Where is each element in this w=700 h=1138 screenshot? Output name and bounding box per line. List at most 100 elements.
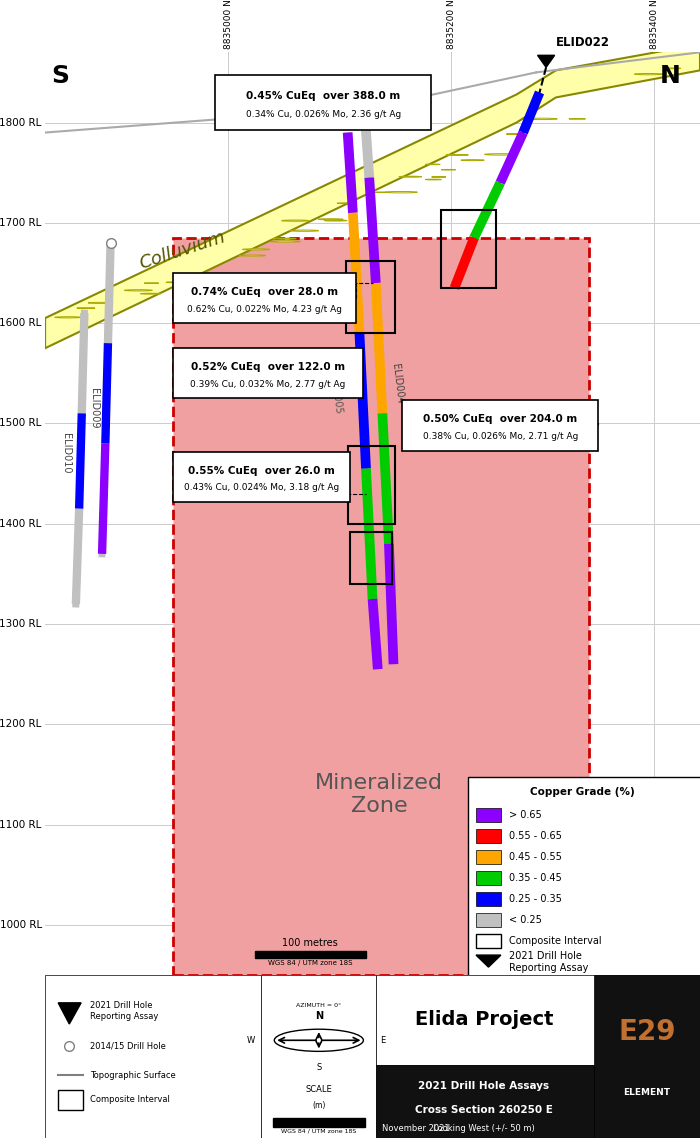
Text: S: S: [52, 65, 69, 89]
Ellipse shape: [385, 191, 417, 193]
Bar: [476, 808, 501, 822]
Text: 0.39% Cu, 0.032% Mo, 2.77 g/t Ag: 0.39% Cu, 0.032% Mo, 2.77 g/t Ag: [190, 380, 345, 389]
Text: 0.74% CuEq  over 28.0 m: 0.74% CuEq over 28.0 m: [191, 287, 338, 297]
Text: N: N: [315, 1011, 323, 1021]
Bar: [58, 1090, 83, 1110]
Text: 0.38% Cu, 0.026% Mo, 2.71 g/t Ag: 0.38% Cu, 0.026% Mo, 2.71 g/t Ag: [423, 432, 578, 442]
Polygon shape: [476, 955, 501, 967]
Bar: [476, 913, 501, 927]
Bar: [261, 975, 376, 1138]
Text: Copper Grade (%): Copper Grade (%): [531, 786, 635, 797]
Text: 100 metres: 100 metres: [283, 938, 338, 948]
Bar: [349, 445, 396, 523]
Text: Composite Interval: Composite Interval: [90, 1095, 169, 1104]
Text: Topographic Surface: Topographic Surface: [90, 1071, 176, 1080]
Text: 0.34% Cu, 0.026% Mo, 2.36 g/t Ag: 0.34% Cu, 0.026% Mo, 2.36 g/t Ag: [246, 110, 401, 119]
Text: 0.50% CuEq  over 204.0 m: 0.50% CuEq over 204.0 m: [423, 414, 578, 424]
Text: SCALE: SCALE: [305, 1085, 332, 1094]
Text: 1400 RL: 1400 RL: [0, 519, 42, 529]
Text: Mineralized
Zone: Mineralized Zone: [315, 773, 443, 816]
Bar: [441, 209, 496, 288]
Ellipse shape: [239, 255, 265, 256]
Text: Composite Interval: Composite Interval: [509, 937, 601, 946]
Bar: [476, 892, 501, 906]
Text: WGS 84 / UTM zone 18S: WGS 84 / UTM zone 18S: [268, 960, 353, 966]
FancyBboxPatch shape: [173, 348, 363, 398]
Text: AZIMUTH = 0°: AZIMUTH = 0°: [296, 1003, 342, 1008]
Text: W: W: [246, 1036, 255, 1045]
Polygon shape: [173, 238, 589, 975]
Text: 8835400 N: 8835400 N: [650, 0, 659, 49]
Text: 0.25 - 0.35: 0.25 - 0.35: [509, 894, 561, 904]
Text: Elida Project: Elida Project: [414, 1009, 553, 1029]
Bar: [476, 934, 501, 948]
Text: N: N: [659, 65, 680, 89]
Text: S: S: [316, 1063, 321, 1072]
Ellipse shape: [634, 74, 664, 75]
Text: 1800 RL: 1800 RL: [0, 117, 42, 127]
Text: 2014/15 Drill Hole: 2014/15 Drill Hole: [90, 1041, 165, 1050]
Text: 1000 RL: 1000 RL: [0, 920, 42, 930]
Text: Cross Section 260250 E: Cross Section 260250 E: [415, 1105, 553, 1115]
Text: 1200 RL: 1200 RL: [0, 719, 42, 729]
Bar: [349, 531, 392, 584]
Bar: [476, 850, 501, 864]
Polygon shape: [538, 56, 554, 67]
Text: ELID004: ELID004: [390, 363, 405, 404]
Text: 0.35 - 0.45: 0.35 - 0.45: [509, 873, 561, 883]
Text: 0.55 - 0.65: 0.55 - 0.65: [509, 831, 561, 841]
Text: 2021 Drill Hole Assays: 2021 Drill Hole Assays: [419, 1081, 550, 1091]
Ellipse shape: [242, 249, 270, 250]
Polygon shape: [45, 44, 700, 348]
Bar: [376, 1065, 700, 1138]
FancyBboxPatch shape: [173, 273, 356, 323]
Ellipse shape: [55, 316, 82, 318]
Text: (m): (m): [312, 1100, 326, 1110]
Bar: [273, 1119, 365, 1127]
Text: 1600 RL: 1600 RL: [0, 319, 42, 328]
Bar: [346, 261, 395, 333]
Text: 0.55% CuEq  over 26.0 m: 0.55% CuEq over 26.0 m: [188, 465, 335, 476]
Ellipse shape: [270, 241, 300, 242]
Ellipse shape: [125, 290, 153, 291]
Text: Topography: Topography: [509, 979, 566, 988]
Text: 1300 RL: 1300 RL: [0, 619, 42, 629]
Text: 0.62% Cu, 0.022% Mo, 4.23 g/t Ag: 0.62% Cu, 0.022% Mo, 4.23 g/t Ag: [187, 305, 342, 314]
FancyBboxPatch shape: [402, 401, 598, 451]
Text: 0.45 - 0.55: 0.45 - 0.55: [509, 851, 561, 861]
Bar: [376, 975, 700, 1065]
Text: Colluvium: Colluvium: [137, 229, 228, 273]
Bar: [468, 776, 700, 982]
Text: ELEMENT: ELEMENT: [624, 1088, 671, 1097]
FancyBboxPatch shape: [216, 75, 431, 130]
Bar: [255, 951, 366, 958]
Text: 0.52% CuEq  over 122.0 m: 0.52% CuEq over 122.0 m: [190, 362, 345, 372]
Text: 2021 Drill Hole
Reporting Assay: 2021 Drill Hole Reporting Assay: [509, 951, 588, 973]
Text: ELID009: ELID009: [89, 388, 99, 429]
Text: 8835200 N: 8835200 N: [447, 0, 456, 49]
Bar: [476, 871, 501, 885]
Text: E29: E29: [618, 1019, 676, 1046]
Text: WGS 84 / UTM zone 18S: WGS 84 / UTM zone 18S: [281, 1128, 356, 1133]
Ellipse shape: [526, 118, 557, 119]
Text: 1700 RL: 1700 RL: [0, 217, 42, 228]
Text: Looking West (+/- 50 m): Looking West (+/- 50 m): [433, 1124, 535, 1133]
Bar: [476, 828, 501, 843]
Text: 8835000 N: 8835000 N: [224, 0, 233, 49]
Text: November 2021: November 2021: [382, 1124, 450, 1133]
Ellipse shape: [484, 154, 517, 155]
Bar: [45, 975, 261, 1138]
Text: > 0.65: > 0.65: [509, 809, 542, 819]
Text: ELID022: ELID022: [556, 36, 610, 49]
Text: E: E: [379, 1036, 385, 1045]
Ellipse shape: [281, 220, 309, 221]
Bar: [594, 975, 700, 1138]
Text: < 0.25: < 0.25: [509, 915, 542, 925]
Text: 1100 RL: 1100 RL: [0, 819, 42, 830]
Text: 0.45% CuEq  over 388.0 m: 0.45% CuEq over 388.0 m: [246, 91, 400, 101]
Text: 0.43% Cu, 0.024% Mo, 3.18 g/t Ag: 0.43% Cu, 0.024% Mo, 3.18 g/t Ag: [183, 484, 339, 492]
Text: ELID005: ELID005: [328, 372, 343, 414]
FancyBboxPatch shape: [173, 452, 349, 502]
Ellipse shape: [289, 230, 318, 231]
Text: ELID010: ELID010: [62, 434, 71, 473]
